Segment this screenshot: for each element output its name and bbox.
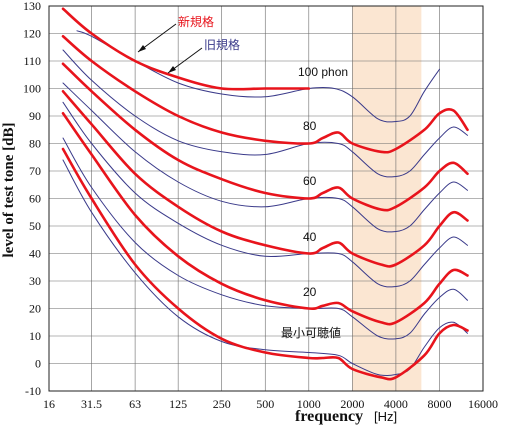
y-tick-label: 120 — [23, 27, 41, 41]
y-tick-label: 130 — [23, 0, 41, 13]
legend: 新規格 旧規格 — [137, 14, 240, 74]
new-standard-curve-6 — [61, 7, 311, 91]
curves — [61, 7, 469, 381]
y-tick-label: 50 — [29, 219, 41, 233]
x-axis-title: frequency — [295, 408, 363, 425]
y-tick-label: 10 — [29, 329, 41, 343]
y-tick-label: 30 — [29, 274, 41, 288]
new-standard-curve-10 — [61, 112, 469, 326]
label-60: 60 — [303, 174, 317, 188]
label-100-phon: 100 phon — [298, 65, 348, 79]
label-threshold: 最小可聴値 — [281, 325, 341, 340]
y-tick-label: 80 — [29, 137, 41, 151]
curve-labels: 100 phon 80 60 40 20 最小可聴値 — [281, 65, 348, 340]
x-tick-label: 500 — [256, 397, 274, 411]
x-axis-unit: [Hz] — [374, 409, 397, 424]
new-standard-curve-8 — [61, 62, 469, 212]
old-standard-curve-2 — [62, 82, 468, 233]
x-tick-label: 16 — [43, 397, 55, 411]
x-tick-label: 16000 — [468, 397, 498, 411]
x-tick-label: 31.5 — [81, 397, 102, 411]
label-40: 40 — [303, 230, 317, 244]
old-standard-curve-4 — [62, 137, 468, 340]
legend-new-arrowhead — [138, 45, 146, 52]
old-standard-curve-3 — [62, 101, 468, 288]
new-standard-curve-9 — [61, 90, 469, 268]
legend-old-arrowhead — [168, 66, 176, 73]
y-tick-label: 0 — [35, 357, 41, 371]
x-tick-label: 1000 — [297, 397, 321, 411]
plot-frame — [48, 5, 484, 392]
x-tick-label: 8000 — [427, 397, 451, 411]
y-tick-label: 110 — [23, 54, 41, 68]
label-80: 80 — [303, 119, 317, 133]
x-tick-labels: 16 31.5 63 125 250 500 1000 2000 4000 8000 16000 — [43, 397, 498, 411]
y-tick-label: 70 — [29, 164, 41, 178]
y-tick-label: 90 — [29, 109, 41, 123]
x-tick-label: 2000 — [340, 397, 364, 411]
y-tick-label: 100 — [23, 82, 41, 96]
new-standard-curve-7 — [61, 35, 469, 154]
y-axis-title: level of test tone [dB] — [1, 123, 17, 258]
x-tick-label: 250 — [213, 397, 231, 411]
x-tick-label: 125 — [169, 397, 187, 411]
old-standard-curve-1 — [62, 49, 468, 178]
legend-new-label: 新規格 — [178, 14, 214, 29]
old-standard-curve-5 — [62, 159, 468, 377]
x-tick-label: 63 — [129, 397, 141, 411]
y-tick-label: 40 — [29, 247, 41, 261]
y-tick-label: 20 — [29, 302, 41, 316]
label-20: 20 — [303, 285, 317, 299]
y-tick-label: -10 — [25, 384, 41, 398]
x-tick-label: 4000 — [384, 397, 408, 411]
new-standard-curve-11 — [61, 147, 469, 381]
legend-old-label: 旧規格 — [204, 37, 240, 52]
y-tick-label: 60 — [29, 192, 41, 206]
